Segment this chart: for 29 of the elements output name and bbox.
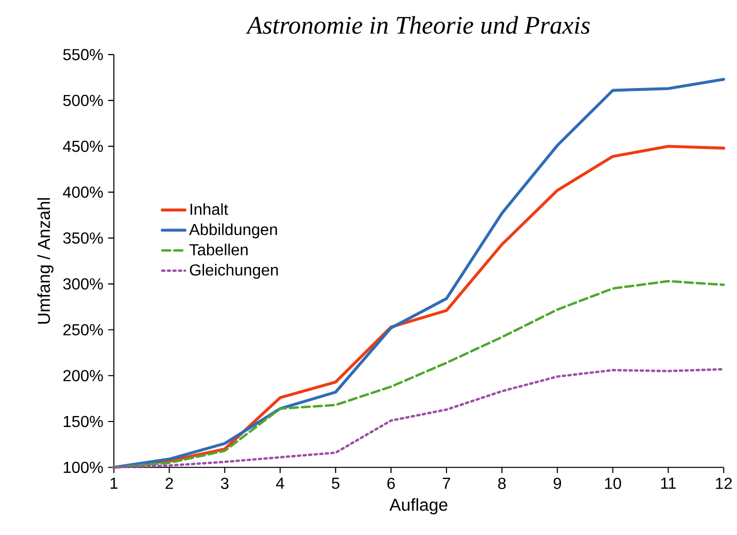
x-tick-label: 6 [387,478,395,489]
y-tick-label: 300% [63,278,103,290]
y-tick-label: 100% [64,462,103,473]
y-tick-label: 500% [63,94,103,106]
legend-label: Tabellen [189,244,248,256]
x-tick-label: 11 [661,478,676,489]
legend-label: Gleichungen [190,264,278,279]
x-tick-label: 4 [276,478,284,489]
x-tick-label: 1 [110,478,118,489]
chart-title: Astronomie in Theorie und Praxis [246,16,590,34]
x-tick-label: 5 [332,478,340,489]
x-tick-label: 10 [605,478,622,489]
x-tick-label: 9 [554,478,562,489]
y-tick-label: 200% [63,370,103,382]
legend-label: Inhalt [190,203,228,215]
y-tick-label: 550% [63,48,103,60]
y-axis-title: Umfang / Anzahl [37,198,54,324]
y-tick-label: 450% [62,140,103,152]
x-tick-label: 12 [716,478,732,489]
y-tick-label: 250% [63,324,103,336]
x-tick-label: 7 [442,478,450,489]
x-tick-label: 3 [220,478,228,489]
y-tick-label: 150% [64,416,103,428]
y-tick-label: 400% [62,186,103,198]
y-tick-label: 350% [63,232,103,244]
x-tick-label: 8 [498,478,506,489]
x-tick-label: 2 [166,478,173,489]
legend-label: Abbildungen [189,223,277,238]
x-axis-title: Auflage [389,498,448,514]
